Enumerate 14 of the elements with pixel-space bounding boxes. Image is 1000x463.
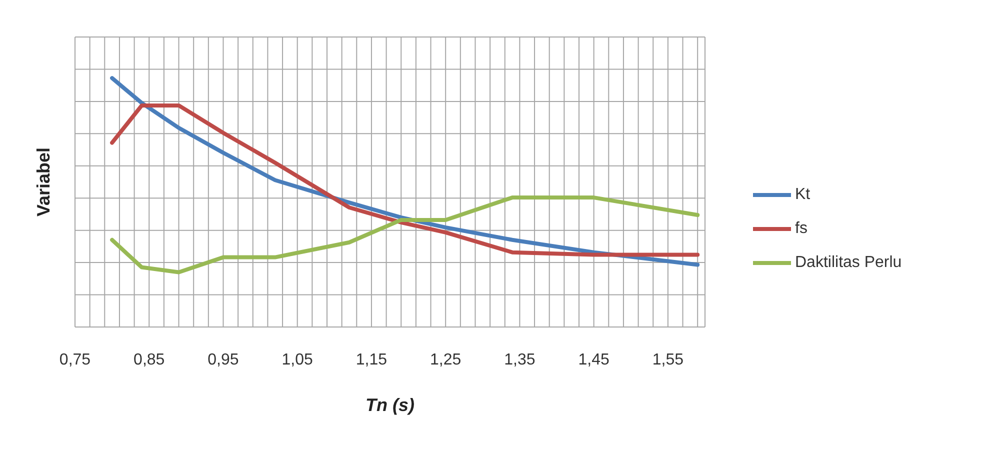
legend-label: Kt (795, 186, 810, 204)
x-axis-title: Tn (s) (366, 395, 414, 415)
x-tick-label: 1,35 (504, 351, 536, 368)
x-tick-label: 1,05 (282, 351, 314, 368)
legend-label: fs (795, 220, 808, 238)
x-tick-label: 1,25 (430, 351, 462, 368)
x-tick-label: 1,15 (356, 351, 388, 368)
x-tick-label: 1,55 (652, 351, 684, 368)
x-tick-label: 0,85 (134, 351, 165, 368)
x-tick-label: 1,45 (578, 351, 610, 368)
y-axis-title: Variabel (34, 147, 54, 217)
x-tick-label: 0,95 (208, 351, 239, 368)
x-tick-label: 0,75 (59, 351, 91, 368)
legend-label: Daktilitas Perlu (795, 254, 902, 272)
